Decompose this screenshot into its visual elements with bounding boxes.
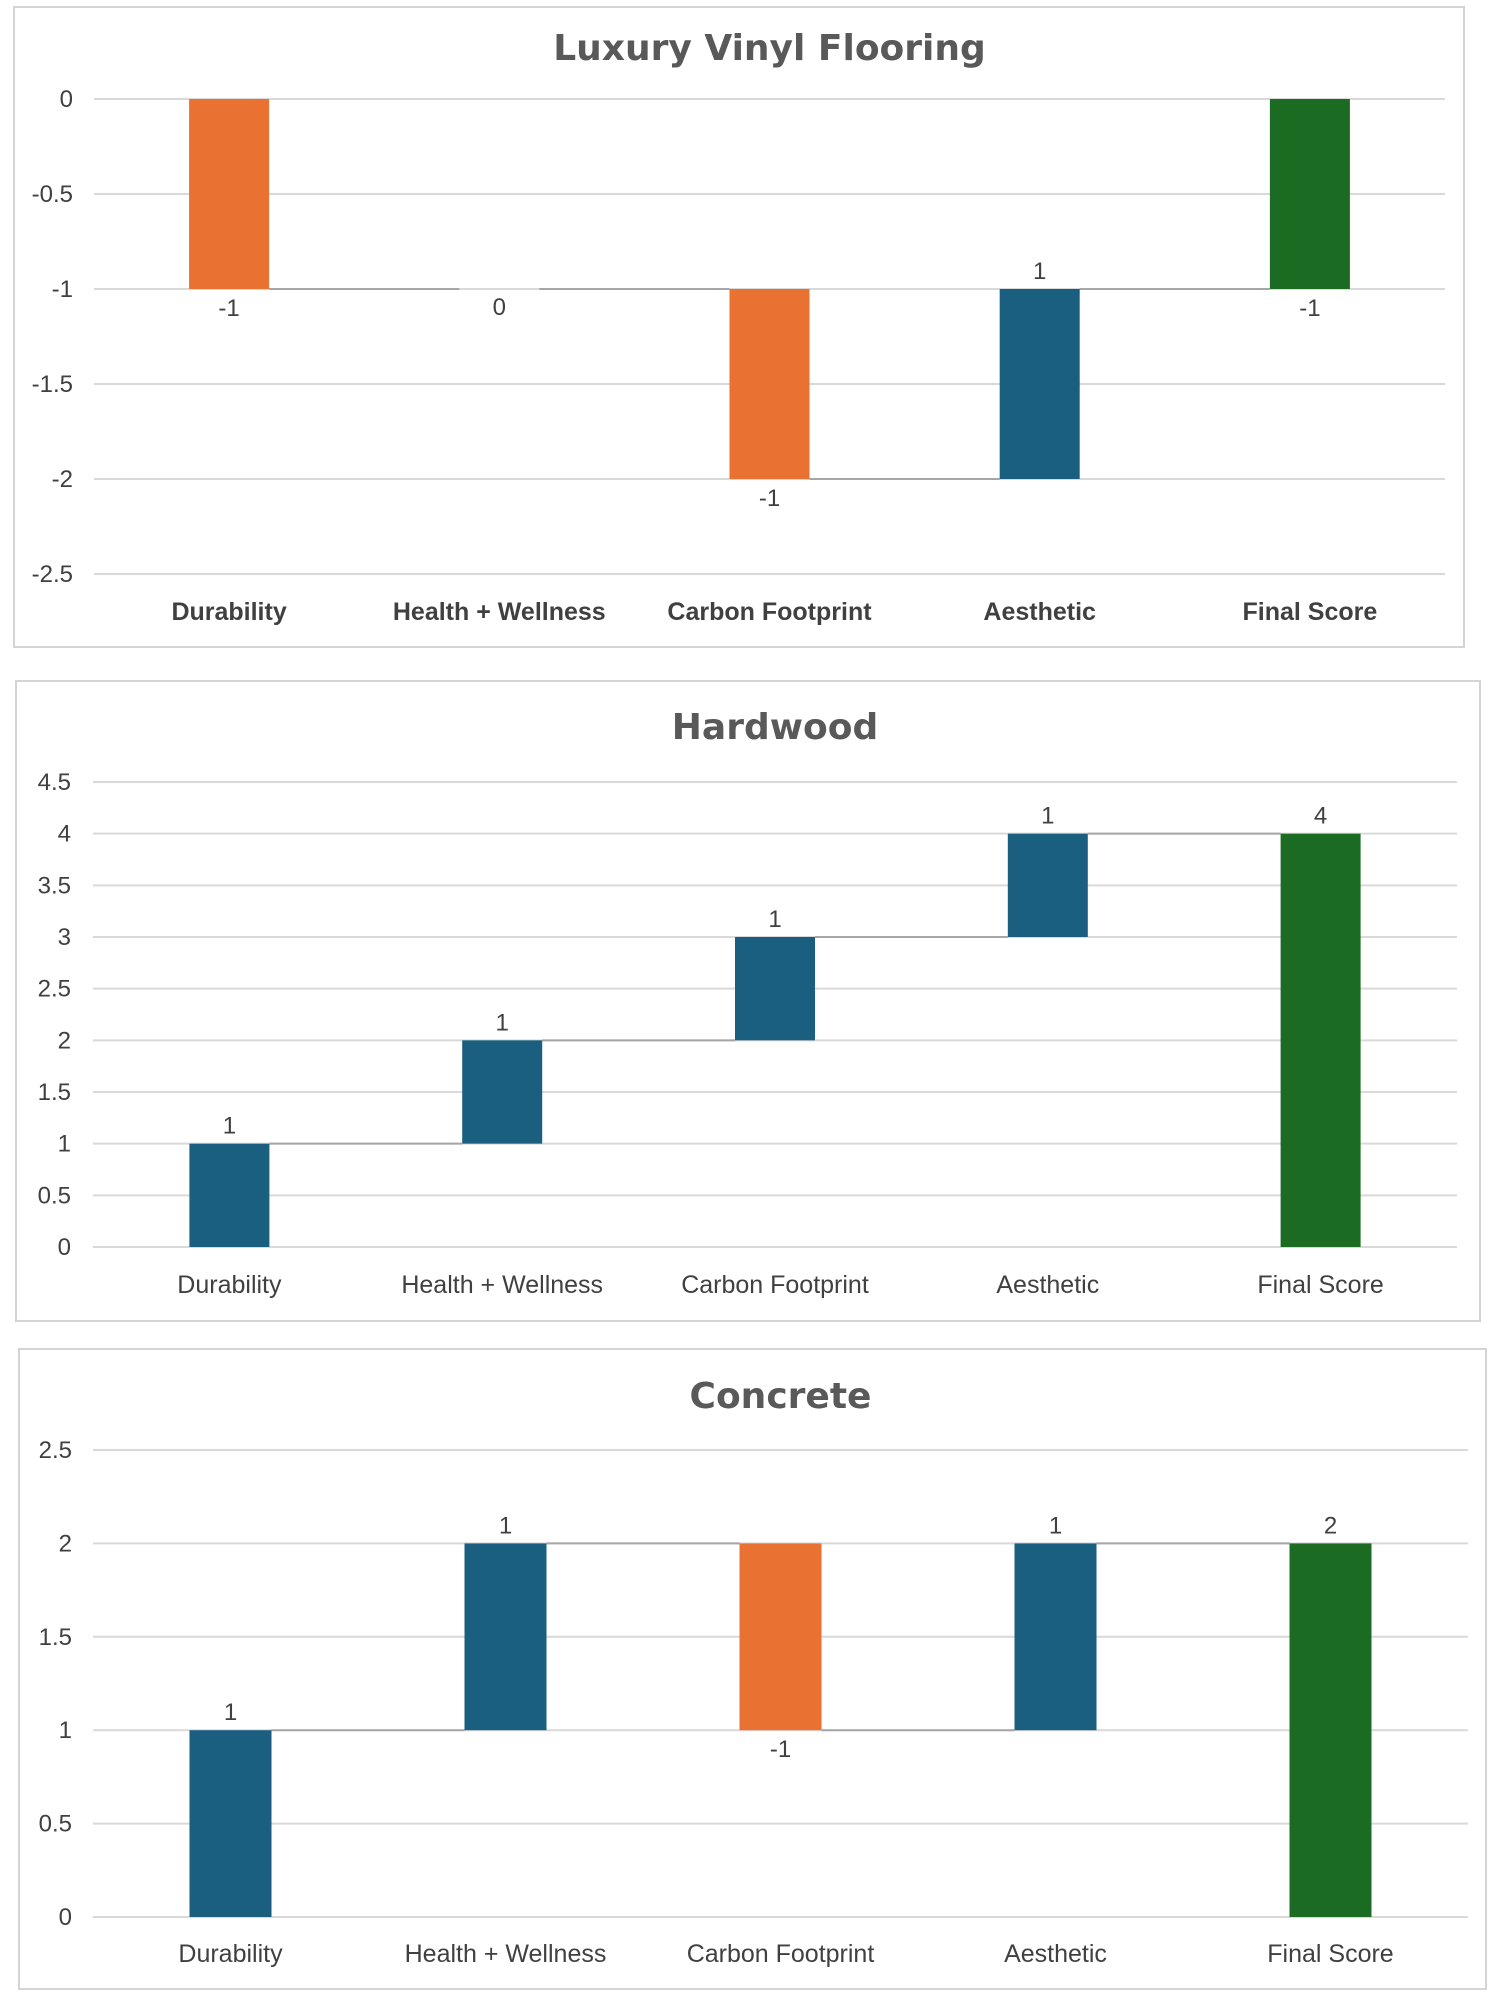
y-tick-label: 0	[60, 86, 73, 113]
x-category-label: Aesthetic	[983, 598, 1096, 626]
y-tick-label: -1.5	[32, 371, 73, 398]
bar-durability	[189, 1730, 272, 1917]
data-label: 1	[496, 1009, 509, 1036]
bar-durability	[189, 1143, 270, 1247]
y-tick-label: 4.5	[38, 769, 71, 796]
bar-health-wellness	[462, 1040, 543, 1144]
chart-hardwood: Hardwood 4.5 4 3.5 3 2.5 2 1.5 1 0.5 0 1 1 1 1 4 Durabil…	[38, 707, 1457, 1299]
y-tick-label: 0.5	[39, 1811, 72, 1838]
data-label: 1	[1049, 1512, 1062, 1539]
bar-carbon-footprint	[739, 1543, 822, 1731]
bar-final-score	[1280, 833, 1361, 1247]
bar-final-score	[1289, 1543, 1372, 1917]
x-category-label: Health + Wellness	[401, 1271, 603, 1299]
y-tick-label: 4	[58, 821, 71, 848]
data-label: -1	[218, 295, 239, 322]
bar-carbon-footprint	[735, 937, 815, 1041]
x-category-label: Durability	[177, 1271, 282, 1299]
bar-final-score	[1269, 99, 1350, 289]
x-category-label: Health + Wellness	[393, 598, 606, 626]
bar-durability	[189, 99, 270, 289]
y-tick-label: 3.5	[38, 872, 71, 899]
x-category-label: Aesthetic	[996, 1271, 1099, 1299]
bar-carbon-footprint	[729, 289, 810, 479]
y-tick-label: 0	[58, 1234, 71, 1261]
bar-aesthetic	[1014, 1543, 1097, 1731]
bar-health-wellness	[464, 1543, 547, 1731]
x-category-label: Health + Wellness	[405, 1940, 607, 1968]
chart-panel-concrete: Concrete 2.5 2 1.5 1 0.5 0 1 1 -1 1 2 Durability Heal…	[18, 1348, 1487, 1990]
x-category-label: Final Score	[1243, 598, 1378, 626]
y-tick-label: -2.5	[32, 561, 73, 588]
y-tick-label: 1	[59, 1717, 72, 1744]
chart-title: Concrete	[690, 1376, 872, 1417]
data-label: 1	[768, 906, 781, 933]
y-tick-label: 2	[59, 1530, 72, 1557]
data-label: 4	[1314, 803, 1327, 830]
data-label: -1	[759, 485, 780, 512]
data-label: 2	[1324, 1512, 1337, 1539]
x-category-label: Aesthetic	[1004, 1940, 1107, 1968]
data-label: 1	[499, 1512, 512, 1539]
bar-aesthetic	[999, 289, 1080, 479]
y-tick-label: 2.5	[39, 1437, 72, 1464]
y-tick-label: 1	[58, 1131, 71, 1158]
y-tick-label: 2	[58, 1027, 71, 1054]
y-tick-label: 1.5	[39, 1624, 72, 1651]
chart-title: Luxury Vinyl Flooring	[553, 28, 986, 69]
chart-title: Hardwood	[672, 707, 878, 748]
x-category-label: Carbon Footprint	[667, 598, 872, 626]
y-tick-label: -2	[52, 466, 73, 493]
y-tick-label: 2.5	[38, 976, 71, 1003]
chart-panel-hardwood: Hardwood 4.5 4 3.5 3 2.5 2 1.5 1 0.5 0 1 1 1 1 4 Durabil…	[15, 680, 1481, 1322]
data-label: 1	[1041, 803, 1054, 830]
data-label: -1	[770, 1736, 791, 1763]
y-tick-label: 3	[58, 924, 71, 951]
data-label: -1	[1299, 295, 1320, 322]
data-label: 1	[223, 1113, 236, 1140]
data-label: 1	[1033, 258, 1046, 285]
chart-concrete: Concrete 2.5 2 1.5 1 0.5 0 1 1 -1 1 2 Durability Heal…	[39, 1376, 1468, 1968]
data-label: 0	[493, 294, 506, 321]
bar-aesthetic	[1007, 833, 1088, 937]
x-category-label: Final Score	[1257, 1271, 1383, 1299]
chart-luxury-vinyl: Luxury Vinyl Flooring 0 -0.5 -1 -1.5 -2 -2.5 -1…	[32, 28, 1445, 626]
y-tick-label: -1	[52, 276, 73, 303]
x-category-label: Carbon Footprint	[687, 1940, 875, 1968]
data-label: 1	[224, 1699, 237, 1726]
x-category-label: Carbon Footprint	[681, 1271, 869, 1299]
x-category-label: Durability	[178, 1940, 283, 1968]
chart-panel-luxury-vinyl: Luxury Vinyl Flooring 0 -0.5 -1 -1.5 -2 -2.5 -1…	[13, 6, 1465, 648]
y-tick-label: 1.5	[38, 1079, 71, 1106]
y-tick-label: 0	[59, 1904, 72, 1931]
y-tick-label: 0.5	[38, 1182, 71, 1209]
x-category-label: Durability	[171, 598, 286, 626]
y-tick-label: -0.5	[32, 181, 73, 208]
x-category-label: Final Score	[1267, 1940, 1393, 1968]
